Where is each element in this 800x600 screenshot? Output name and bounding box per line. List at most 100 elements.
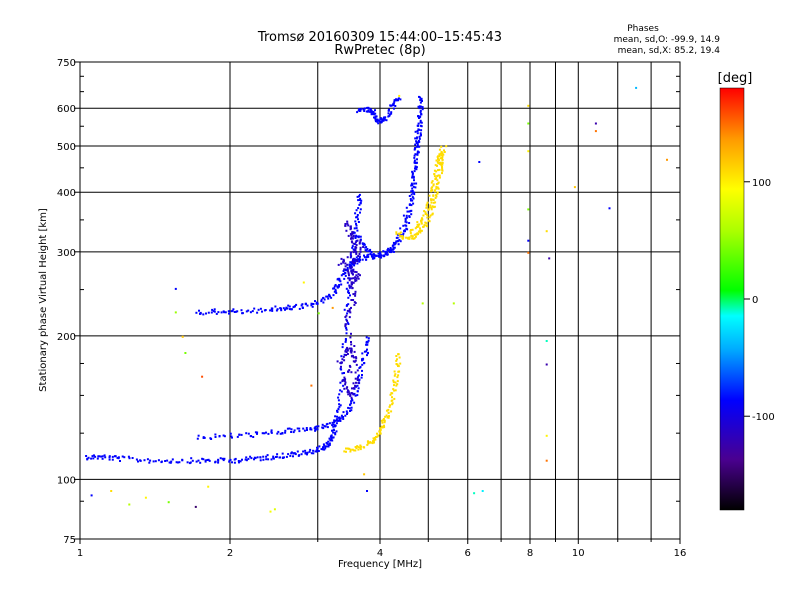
- trace-point: [351, 260, 354, 263]
- trace-point: [397, 97, 400, 100]
- trace-point: [419, 111, 422, 114]
- trace-point: [411, 175, 414, 178]
- trace-point: [347, 370, 350, 373]
- trace-point: [347, 390, 350, 393]
- trace-point: [349, 232, 352, 235]
- trace-point: [363, 446, 366, 449]
- trace-point: [351, 246, 354, 249]
- trace-point: [135, 458, 138, 461]
- trace-point: [428, 194, 431, 197]
- trace-point: [344, 383, 347, 386]
- trace-point: [276, 432, 279, 435]
- y-tick-label: 750: [57, 58, 76, 69]
- trace-point: [351, 245, 354, 248]
- trace-point: [437, 162, 440, 165]
- trace-point: [289, 308, 291, 311]
- trace-point: [393, 389, 396, 392]
- scatter-point: [478, 161, 481, 163]
- trace-point: [441, 166, 443, 168]
- trace-point: [346, 220, 349, 223]
- trace-point: [417, 105, 420, 108]
- trace-point: [213, 308, 216, 311]
- trace-point: [201, 457, 204, 460]
- trace-point: [412, 175, 415, 178]
- trace-point: [432, 206, 435, 209]
- trace-point: [232, 308, 235, 311]
- trace-point: [416, 153, 419, 156]
- trace-point: [395, 232, 398, 235]
- trace-point: [356, 111, 359, 114]
- trace-point: [357, 199, 360, 202]
- trace-point: [346, 268, 349, 271]
- trace-point: [271, 309, 274, 312]
- trace-point: [408, 216, 411, 218]
- trace-point: [379, 427, 381, 430]
- trace-point: [434, 197, 437, 199]
- trace-point: [85, 455, 88, 457]
- trace-point: [359, 239, 362, 242]
- trace-point: [169, 461, 172, 464]
- trace-point: [364, 249, 367, 252]
- trace-point: [288, 427, 291, 430]
- trace-point: [358, 258, 360, 261]
- trace-point: [298, 454, 301, 457]
- trace-point: [197, 434, 200, 437]
- trace-point: [332, 294, 335, 297]
- trace-point: [374, 438, 377, 441]
- trace-point: [434, 164, 437, 167]
- trace-point: [392, 102, 395, 105]
- trace-point: [368, 107, 371, 110]
- trace-point: [439, 163, 442, 166]
- trace-point: [410, 204, 413, 207]
- trace-point: [422, 214, 425, 217]
- y-tick-label: 400: [57, 188, 76, 199]
- trace-point: [114, 455, 117, 458]
- trace-point: [306, 429, 308, 431]
- trace-point: [411, 173, 414, 176]
- trace-point: [338, 403, 341, 406]
- trace-point: [261, 432, 264, 435]
- trace-point: [330, 434, 333, 437]
- trace-point: [337, 263, 340, 266]
- trace-point: [432, 183, 435, 186]
- trace-point: [367, 253, 370, 256]
- trace-point: [350, 255, 353, 258]
- trace-point: [393, 246, 396, 249]
- trace-point: [298, 427, 301, 430]
- trace-point: [217, 459, 220, 462]
- trace-point: [293, 452, 296, 455]
- trace-point: [437, 157, 439, 160]
- trace-point: [433, 205, 436, 208]
- trace-point: [254, 457, 257, 460]
- trace-point: [394, 242, 397, 244]
- trace-point: [333, 287, 335, 290]
- scatter-point: [331, 306, 334, 309]
- trace-point: [396, 376, 399, 379]
- trace-point: [331, 439, 334, 442]
- trace-point: [355, 224, 358, 227]
- trace-point: [286, 307, 289, 310]
- trace-point: [334, 415, 337, 418]
- trace-point: [337, 277, 340, 280]
- x-tick-label: 10: [572, 548, 585, 559]
- trace-point: [341, 372, 344, 375]
- trace-point: [348, 263, 351, 266]
- trace-point: [416, 221, 419, 224]
- y-axis-label: Stationary phase Virtual Height [km]: [38, 208, 49, 392]
- trace-point: [344, 265, 347, 268]
- trace-point: [343, 359, 346, 362]
- trace-point: [347, 296, 350, 299]
- trace-point: [374, 109, 376, 112]
- trace-point: [324, 447, 327, 450]
- trace-point: [419, 96, 421, 99]
- trace-point: [356, 369, 359, 372]
- trace-point: [355, 274, 358, 277]
- trace-point: [336, 415, 338, 418]
- trace-point: [441, 152, 444, 155]
- trace-point: [371, 255, 374, 258]
- trace-point: [254, 431, 257, 434]
- trace-point: [349, 294, 351, 297]
- trace-point: [366, 248, 369, 250]
- trace-point: [123, 456, 126, 459]
